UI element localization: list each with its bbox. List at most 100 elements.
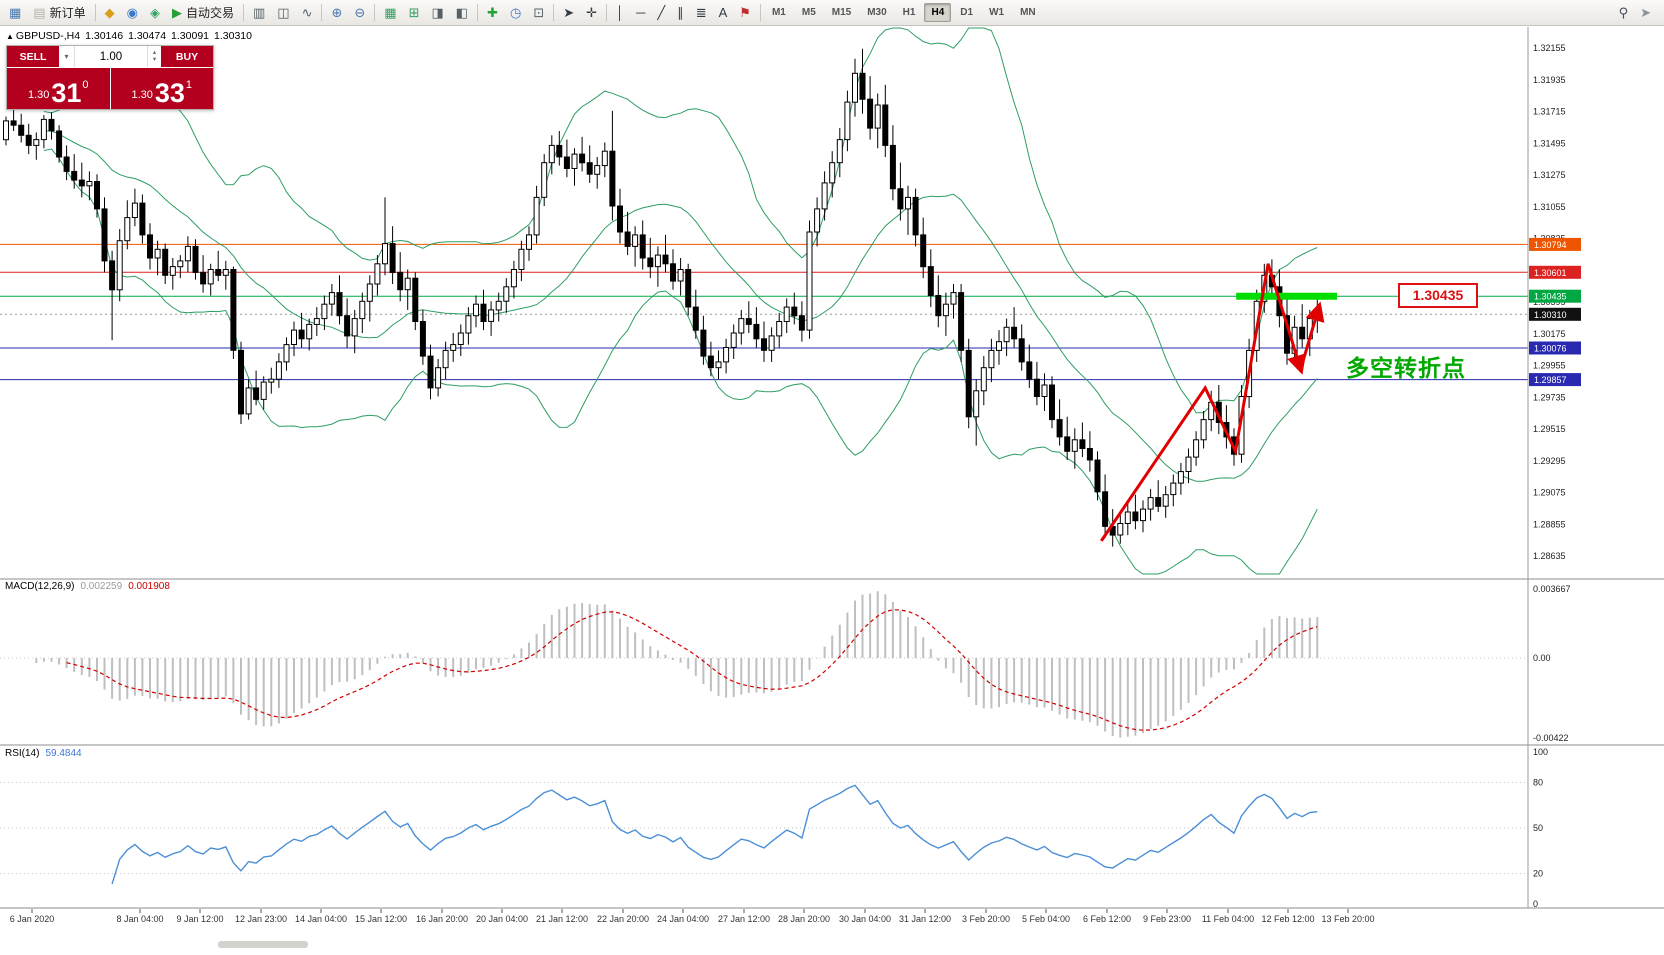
cascade-windows-icon[interactable]: ⊞ xyxy=(404,1,425,25)
macd-histogram xyxy=(35,591,1319,738)
time-axis[interactable]: 6 Jan 2020 8 Jan 04:00 9 Jan 12:00 12 Jan 2… xyxy=(10,909,1375,924)
timeframe-toolbar: M1 M5 M15 M30 H1 H4 D1 W1 MN xyxy=(764,3,1044,22)
svg-text:1.30310: 1.30310 xyxy=(1534,310,1567,320)
zoom-out-icon: ⊖ xyxy=(354,5,366,20)
svg-text:1.30435: 1.30435 xyxy=(1534,292,1567,302)
price-callout-label[interactable]: 1.30435 xyxy=(1398,283,1478,308)
sell-button[interactable]: SELL xyxy=(7,46,59,67)
zigzag-annotation[interactable] xyxy=(1100,263,1325,542)
svg-text:1.31715: 1.31715 xyxy=(1533,107,1566,117)
svg-text:1.28635: 1.28635 xyxy=(1533,551,1566,561)
zoom-in-icon[interactable]: ⊕ xyxy=(326,1,347,25)
pointer-icon[interactable]: ➤ xyxy=(1635,1,1656,25)
websites-icon: ◉ xyxy=(126,5,138,20)
volume-stepper[interactable]: ▴ ▾ xyxy=(147,46,161,67)
svg-text:22 Jan 20:00: 22 Jan 20:00 xyxy=(597,914,649,924)
quote-header: ▲ GBPUSD-,H4 1.30146 1.30474 1.30091 1.30310 xyxy=(6,30,257,42)
search-icon[interactable]: ⚲ xyxy=(1614,1,1634,25)
channel-icon[interactable]: ∥ xyxy=(672,1,689,25)
arrow-label-icon[interactable]: ⚑ xyxy=(734,1,756,25)
chart-text-annotation[interactable]: 多空转折点 xyxy=(1346,355,1466,381)
auto-scroll-icon[interactable]: ◧ xyxy=(451,1,473,25)
channel-icon: ∥ xyxy=(677,5,684,20)
market-icon[interactable]: ◈ xyxy=(145,1,165,25)
templates-icon[interactable]: ⊡ xyxy=(528,1,549,25)
buy-button[interactable]: BUY xyxy=(161,46,213,67)
add-indicator-icon[interactable]: ✚ xyxy=(482,1,503,25)
tf-d1[interactable]: D1 xyxy=(960,7,974,18)
tf-h1[interactable]: H1 xyxy=(902,7,916,18)
tf-h4[interactable]: H4 xyxy=(924,3,952,22)
svg-text:15 Jan 12:00: 15 Jan 12:00 xyxy=(355,914,407,924)
horizontal-line-icon[interactable]: ─ xyxy=(631,1,650,25)
candlestick-chart-icon[interactable]: ◫ xyxy=(272,1,294,25)
svg-text:0.00: 0.00 xyxy=(1533,653,1551,663)
rsi-line xyxy=(111,784,1318,885)
vertical-line-icon[interactable]: │ xyxy=(611,1,629,25)
bar-chart-icon[interactable]: ▥ xyxy=(248,1,270,25)
sell-price-button[interactable]: 1.30 31 0 xyxy=(7,68,110,109)
zoom-out-icon[interactable]: ⊖ xyxy=(349,1,370,25)
chart-shift-icon[interactable]: ◨ xyxy=(426,1,448,25)
toolbar-separator xyxy=(759,4,761,21)
periods-icon[interactable]: ◷ xyxy=(505,1,526,25)
horizontal-lines[interactable] xyxy=(0,243,1528,381)
svg-text:9 Feb 23:00: 9 Feb 23:00 xyxy=(1143,914,1191,924)
search-icon: ⚲ xyxy=(1618,5,1629,20)
cursor-icon[interactable]: ➤ xyxy=(558,1,579,25)
templates-icon: ⊡ xyxy=(533,5,545,20)
history-center-icon[interactable]: ◆ xyxy=(100,1,120,25)
fibonacci-icon: ≣ xyxy=(695,5,707,20)
trendline-icon[interactable]: ╱ xyxy=(652,1,670,25)
window-icon[interactable]: ▦ xyxy=(4,1,26,25)
crosshair-icon[interactable]: ✛ xyxy=(581,1,602,25)
tf-m5[interactable]: M5 xyxy=(801,7,816,18)
svg-text:20 Jan 04:00: 20 Jan 04:00 xyxy=(476,914,528,924)
toolbar-separator xyxy=(606,4,608,21)
tf-w1[interactable]: W1 xyxy=(989,7,1005,18)
svg-text:0.003667: 0.003667 xyxy=(1533,584,1571,594)
add-indicator-icon: ✚ xyxy=(487,5,498,20)
svg-text:20: 20 xyxy=(1533,869,1543,879)
svg-text:1.31275: 1.31275 xyxy=(1533,170,1566,180)
collapse-icon[interactable]: ▲ xyxy=(6,32,14,41)
svg-text:27 Jan 12:00: 27 Jan 12:00 xyxy=(718,914,770,924)
toolbar-separator xyxy=(94,4,96,21)
cascade-windows-icon: ⊞ xyxy=(408,5,420,20)
tile-windows-icon[interactable]: ▦ xyxy=(379,1,401,25)
svg-text:3 Feb 20:00: 3 Feb 20:00 xyxy=(962,914,1010,924)
candlestick-chart-icon: ◫ xyxy=(277,5,290,20)
autotrading-button[interactable]: ▶ 自动交易 xyxy=(167,1,239,25)
ohlc-close: 1.30310 xyxy=(214,30,252,42)
tile-windows-icon: ▦ xyxy=(384,5,397,20)
bottom-scrollbar-thumb[interactable] xyxy=(218,941,308,948)
ohlc-high: 1.30474 xyxy=(128,30,167,42)
buy-price-button[interactable]: 1.30 33 1 xyxy=(110,68,213,109)
tf-m30[interactable]: M30 xyxy=(867,7,887,18)
svg-text:1.30076: 1.30076 xyxy=(1534,344,1567,354)
svg-text:21 Jan 12:00: 21 Jan 12:00 xyxy=(536,914,588,924)
volume-input[interactable]: 1.00 xyxy=(99,50,123,63)
svg-text:1.31495: 1.31495 xyxy=(1533,138,1566,148)
websites-icon[interactable]: ◉ xyxy=(122,1,143,25)
new-order-button[interactable]: ▤ 新订单 xyxy=(28,1,90,25)
text-icon[interactable]: A xyxy=(714,1,733,25)
auto-scroll-icon: ◧ xyxy=(455,5,469,20)
volume-dropdown-icon[interactable]: ▾ xyxy=(59,46,75,67)
price-axis[interactable]: 1.32155 1.31935 1.31715 1.31495 1.31275 1.310… xyxy=(1529,43,1581,561)
tf-m15[interactable]: M15 xyxy=(831,7,852,18)
svg-text:12 Feb 12:00: 12 Feb 12:00 xyxy=(1261,914,1314,924)
fibonacci-icon[interactable]: ≣ xyxy=(691,1,712,25)
tf-mn[interactable]: MN xyxy=(1020,7,1036,18)
macd-indicator-label: MACD(12,26,9) 0.002259 0.001908 xyxy=(5,581,170,592)
toolbar-separator xyxy=(242,4,244,21)
macd-panel: 0.003667 0.00 -0.00422 xyxy=(0,584,1571,743)
toolbar: ▦ ▤ 新订单 ◆ ◉ ◈ ▶ 自动交易 ▥ ◫ ∿ ⊕ ⊖ ▦ ⊞ ◨ ◧ ✚ ◷ ⊡ ➤ ✛ │ ─ ╱ ∥ ≣ A ⚑ M1 M5 M… xyxy=(0,0,1664,26)
tf-m1[interactable]: M1 xyxy=(771,7,786,18)
market-icon: ◈ xyxy=(149,5,160,20)
svg-text:1.29857: 1.29857 xyxy=(1534,375,1567,385)
line-chart-icon[interactable]: ∿ xyxy=(297,1,318,25)
panel-separators[interactable] xyxy=(0,27,1664,909)
svg-text:6 Feb 12:00: 6 Feb 12:00 xyxy=(1083,914,1131,924)
